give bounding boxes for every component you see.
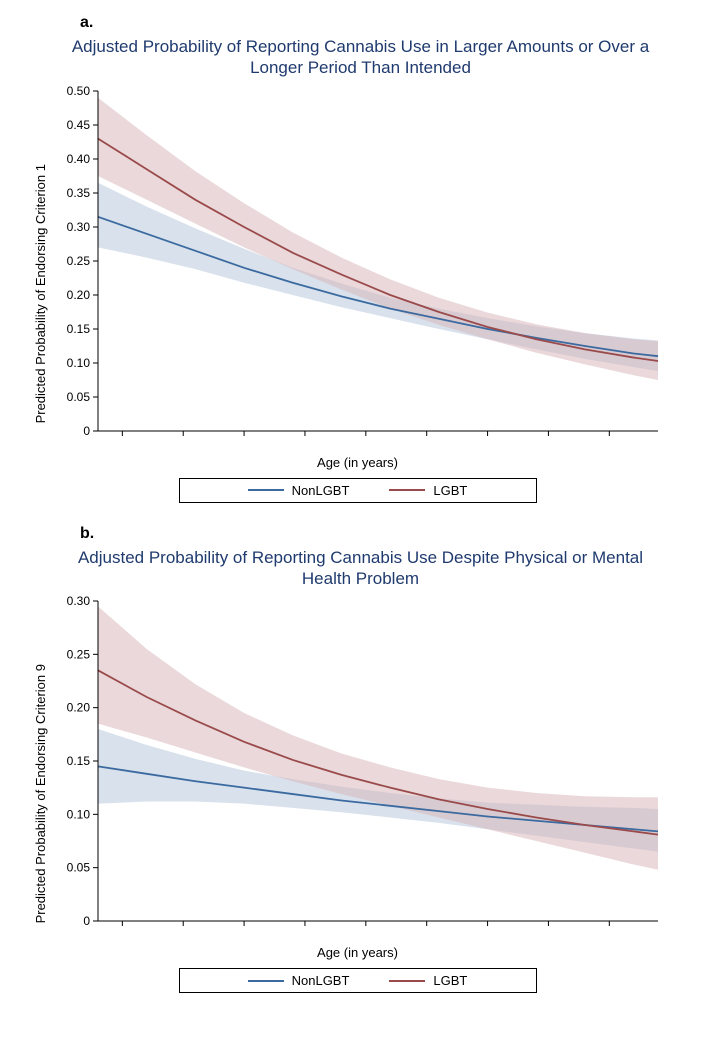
ytick-label: 0.50 [66, 85, 90, 98]
ytick-label: 0.35 [66, 186, 90, 200]
chart-a-svg: 0 0.05 0.10 0.15 0.20 0.25 0.30 0.35 0.40 0.45 0.5… [50, 85, 666, 437]
ytick-label: 0.10 [66, 356, 90, 370]
chart-b-svg: 00.050.100.150.200.250.30202530354045505… [50, 595, 666, 927]
ytick-label: 0.15 [66, 322, 90, 336]
ytick-label: 0.20 [66, 701, 90, 715]
legend-swatch-nonlgbt [248, 980, 284, 982]
ytick-label: 0 [83, 424, 90, 437]
panel-label-a: a. [80, 14, 701, 32]
chart-b-ylabel: Predicted Probability of Endorsing Crite… [31, 664, 50, 923]
ytick-label: 0.40 [66, 152, 90, 166]
ytick-label: 0.30 [66, 595, 90, 608]
chart-a-legend: NonLGBT LGBT [179, 478, 537, 503]
chart-a: Adjusted Probability of Reporting Cannab… [31, 36, 691, 503]
legend-swatch-nonlgbt [248, 489, 284, 491]
chart-b: Adjusted Probability of Reporting Cannab… [31, 547, 691, 994]
legend-item-lgbt: LGBT [389, 483, 467, 498]
legend-swatch-lgbt [389, 980, 425, 982]
ytick-label: 0.10 [66, 807, 90, 821]
ytick-label: 0.05 [66, 390, 90, 404]
chart-a-ylabel: Predicted Probability of Endorsing Crite… [31, 164, 50, 423]
ytick-label: 0.15 [66, 754, 90, 768]
panel-label-b: b. [80, 525, 701, 543]
ytick-label: 0 [83, 914, 90, 927]
legend-label-nonlgbt: NonLGBT [292, 973, 350, 988]
legend-item-nonlgbt: NonLGBT [248, 483, 350, 498]
legend-item-nonlgbt: NonLGBT [248, 973, 350, 988]
ytick-label: 0.05 [66, 861, 90, 875]
chart-b-title: Adjusted Probability of Reporting Cannab… [71, 547, 651, 590]
ytick-label: 0.25 [66, 647, 90, 661]
chart-a-title: Adjusted Probability of Reporting Cannab… [71, 36, 651, 79]
ytick-label: 0.30 [66, 220, 90, 234]
legend-label-nonlgbt: NonLGBT [292, 483, 350, 498]
ytick-label: 0.25 [66, 254, 90, 268]
legend-item-lgbt: LGBT [389, 973, 467, 988]
legend-swatch-lgbt [389, 489, 425, 491]
ytick-label: 0.20 [66, 288, 90, 302]
chart-b-legend: NonLGBT LGBT [179, 968, 537, 993]
chart-b-xlabel: Age (in years) [50, 945, 666, 960]
ytick-label: 0.45 [66, 118, 90, 132]
legend-label-lgbt: LGBT [433, 973, 467, 988]
chart-a-xlabel: Age (in years) [50, 455, 666, 470]
legend-label-lgbt: LGBT [433, 483, 467, 498]
